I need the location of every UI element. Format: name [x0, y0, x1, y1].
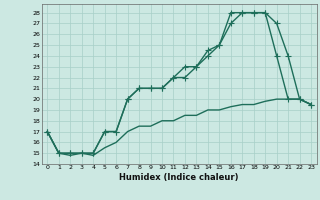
X-axis label: Humidex (Indice chaleur): Humidex (Indice chaleur) [119, 173, 239, 182]
